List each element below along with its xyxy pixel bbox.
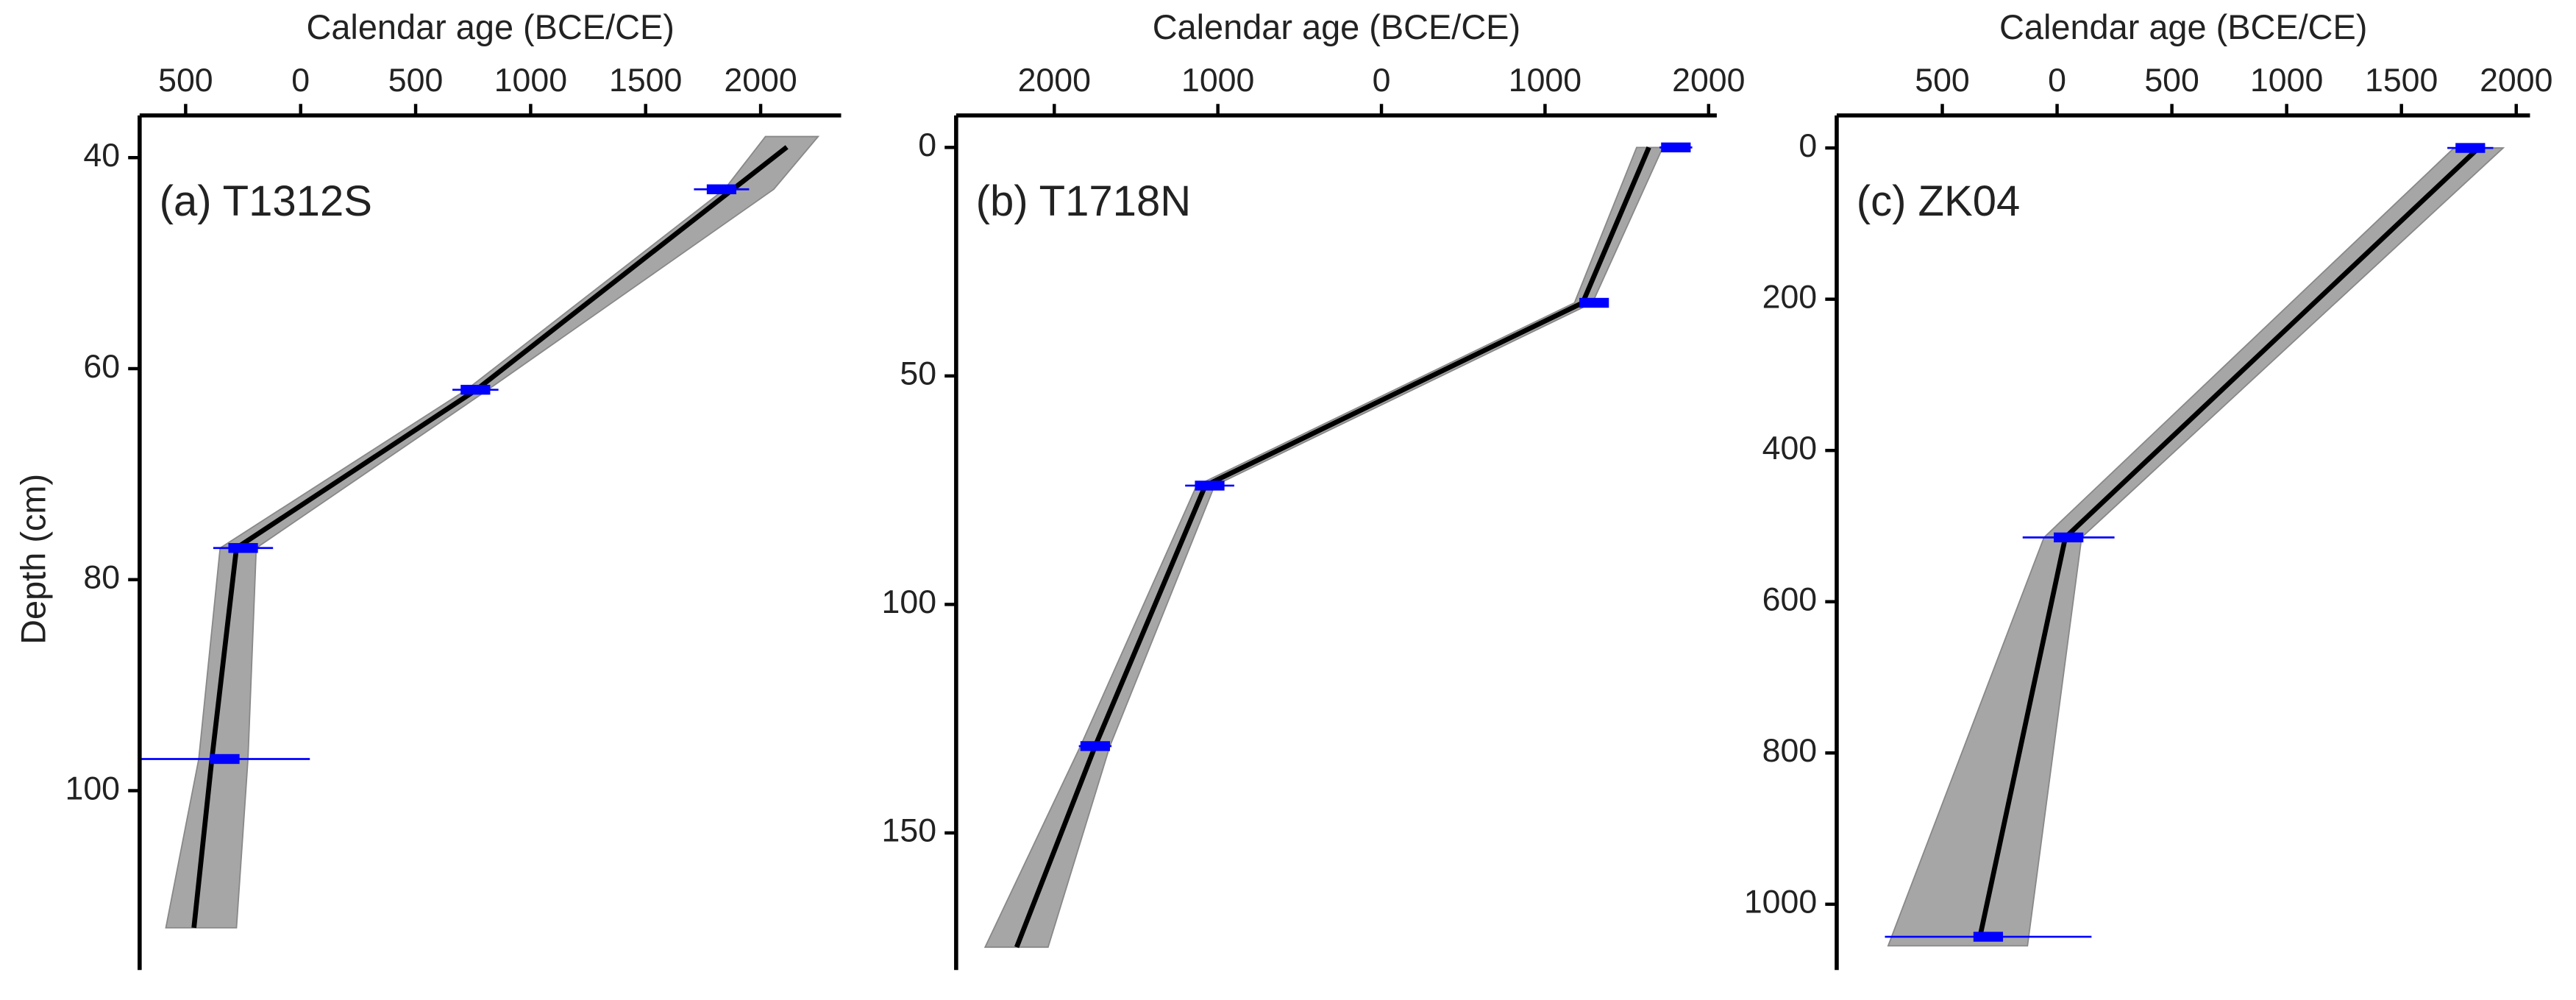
date-point: [1661, 142, 1691, 153]
y-tick-label: 60: [83, 349, 120, 385]
x-tick-label: 2000: [1018, 63, 1091, 99]
y-tick-label: 1000: [1744, 884, 1817, 921]
date-point: [706, 184, 737, 194]
x-tick-label: 1000: [1509, 63, 1581, 99]
x-tick-label: 1500: [2365, 63, 2438, 99]
age-model-line: [1014, 146, 1651, 948]
date-point: [1973, 932, 2004, 942]
date-point: [1195, 481, 1225, 491]
y-tick-label: 0: [1798, 128, 1817, 164]
y-tick-label: 80: [83, 560, 120, 596]
date-point: [210, 753, 240, 765]
date-point: [1080, 741, 1110, 751]
y-axis-title: Depth (cm): [15, 474, 53, 645]
x-tick-label: 1000: [2250, 63, 2323, 99]
y-tick-label: 100: [65, 770, 121, 806]
x-axis-title: Calendar age (BCE/CE): [1153, 8, 1520, 46]
date-point: [1579, 297, 1609, 308]
x-tick-label: 500: [1915, 63, 1970, 99]
y-tick-label: 40: [83, 138, 120, 174]
y-tick-label: 200: [1762, 279, 1818, 315]
y-tick-label: 800: [1762, 733, 1818, 769]
x-tick-label: 1500: [609, 63, 682, 99]
x-axis-title: Calendar age (BCE/CE): [1999, 8, 2367, 46]
x-axis-title: Calendar age (BCE/CE): [306, 8, 674, 46]
x-tick-label: 2000: [1672, 63, 1745, 99]
y-tick-label: 600: [1762, 582, 1818, 618]
uncertainty-band: [1887, 147, 2505, 947]
x-tick-label: 0: [2048, 63, 2066, 99]
y-tick-label: 50: [900, 356, 936, 392]
y-tick-label: 150: [882, 813, 937, 849]
x-tick-label: 500: [2144, 63, 2199, 99]
uncertainty-band: [983, 146, 1664, 948]
age-model-line: [191, 145, 789, 929]
x-tick-label: 500: [388, 63, 444, 99]
x-tick-label: 0: [291, 63, 310, 99]
date-point: [2054, 532, 2084, 543]
panel-label: (c) ZK04: [1857, 177, 2021, 225]
panel-label: (b) T1718N: [976, 177, 1192, 225]
panel-label: (a) T1312S: [160, 177, 372, 225]
x-tick-label: 500: [158, 63, 213, 99]
x-tick-label: 0: [1373, 63, 1391, 99]
date-point: [460, 384, 491, 395]
date-point: [2455, 143, 2486, 153]
y-tick-label: 0: [918, 127, 936, 163]
x-tick-label: 2000: [724, 63, 797, 99]
x-tick-label: 1000: [1181, 63, 1254, 99]
x-tick-label: 2000: [2480, 63, 2552, 99]
date-point: [228, 543, 258, 553]
y-tick-label: 100: [882, 584, 937, 620]
x-tick-label: 1000: [494, 63, 567, 99]
y-tick-label: 400: [1762, 430, 1818, 467]
